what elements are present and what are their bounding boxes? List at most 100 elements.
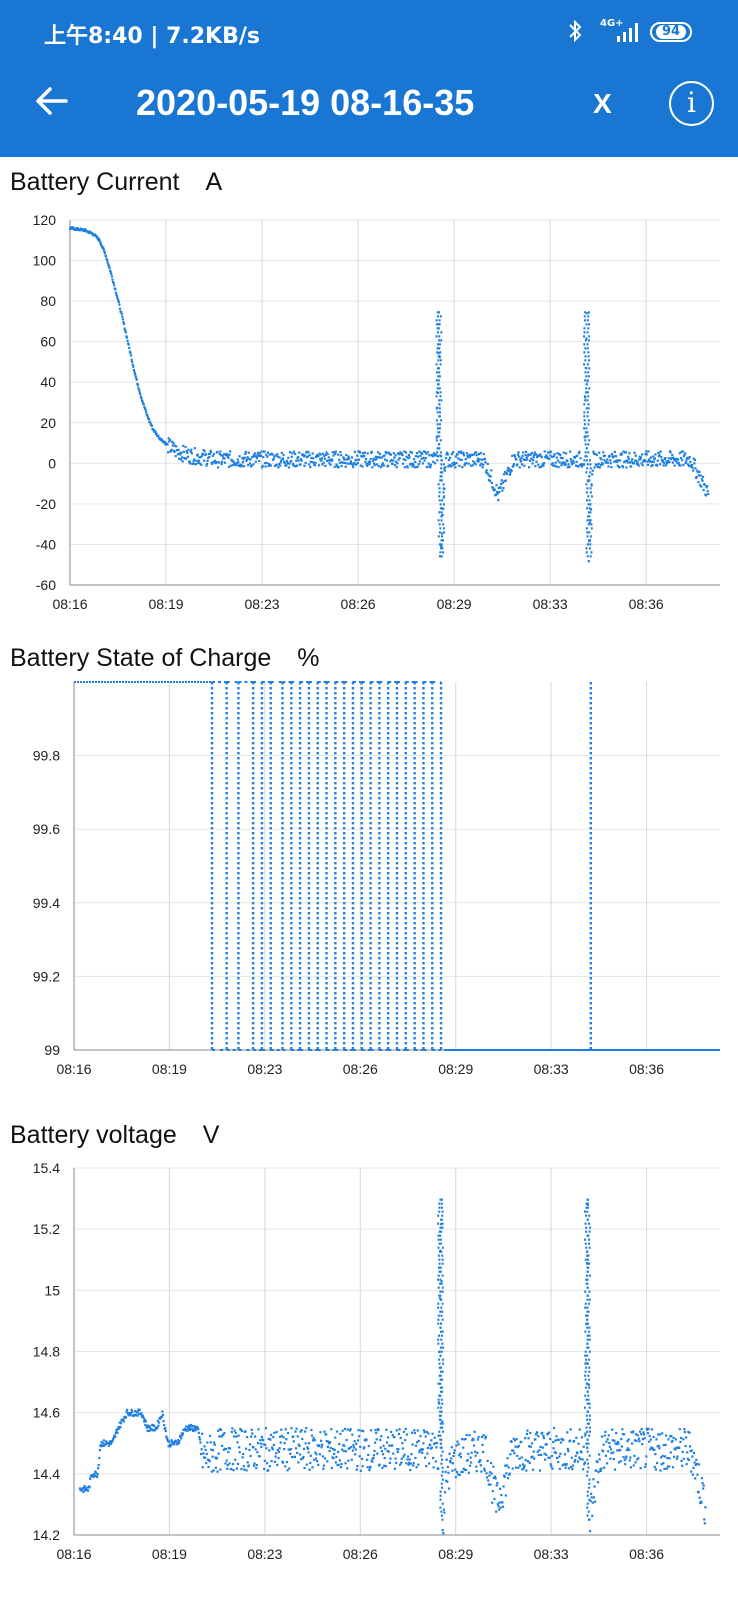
data-point xyxy=(306,1446,309,1449)
data-point xyxy=(456,1473,460,1476)
x-tick-label: 08:16 xyxy=(52,596,87,612)
y-tick-label: -60 xyxy=(36,577,56,593)
data-point xyxy=(441,1390,444,1393)
data-point xyxy=(586,1218,589,1221)
data-point xyxy=(269,937,272,940)
data-point xyxy=(431,1027,434,1030)
data-point xyxy=(395,967,399,970)
close-button[interactable]: X xyxy=(593,88,612,119)
data-point xyxy=(568,1439,572,1442)
data-point xyxy=(660,458,663,461)
data-point xyxy=(82,1490,85,1494)
data-point xyxy=(666,1456,669,1460)
back-arrow-icon[interactable] xyxy=(34,86,68,120)
data-point xyxy=(236,1441,239,1444)
data-point xyxy=(269,737,272,740)
data-point xyxy=(260,912,264,915)
data-point xyxy=(316,957,319,960)
data-point xyxy=(477,1435,480,1439)
data-point xyxy=(329,463,332,466)
data-point xyxy=(307,1037,311,1040)
data-point xyxy=(256,1442,260,1445)
data-point xyxy=(316,1017,319,1020)
x-tick-label: 08:26 xyxy=(343,1546,378,1562)
data-point xyxy=(290,455,293,458)
data-point xyxy=(408,456,411,459)
data-point xyxy=(298,867,302,870)
data-point xyxy=(672,458,676,461)
data-point xyxy=(440,1206,443,1209)
data-point xyxy=(205,1452,208,1456)
data-point xyxy=(585,471,588,474)
battery-icon: 94 xyxy=(650,22,692,42)
data-point xyxy=(210,932,214,935)
data-point xyxy=(585,1442,588,1445)
data-point xyxy=(237,862,240,865)
data-point xyxy=(325,802,328,805)
data-point xyxy=(342,456,345,459)
data-point xyxy=(505,1472,508,1475)
data-point xyxy=(693,458,697,462)
data-point xyxy=(305,451,308,454)
data-point xyxy=(667,1465,671,1468)
data-point xyxy=(422,992,425,995)
data-point xyxy=(431,1432,434,1435)
data-point xyxy=(351,777,355,780)
data-point xyxy=(437,1406,440,1409)
data-point xyxy=(210,1042,214,1045)
data-point xyxy=(91,1474,94,1477)
info-button[interactable]: i xyxy=(669,81,714,126)
data-point xyxy=(386,912,390,915)
data-point xyxy=(114,291,118,294)
data-point xyxy=(450,1446,453,1449)
data-point xyxy=(225,977,228,980)
data-point xyxy=(237,717,240,720)
data-point xyxy=(588,515,591,518)
data-point xyxy=(157,434,160,437)
data-point xyxy=(682,1438,685,1441)
data-point xyxy=(225,847,228,850)
data-point xyxy=(255,1467,258,1470)
data-point xyxy=(269,757,272,760)
data-point xyxy=(605,461,608,464)
data-point xyxy=(526,1460,530,1463)
data-point xyxy=(324,453,328,456)
data-point xyxy=(325,992,328,995)
data-point xyxy=(422,757,425,760)
data-point xyxy=(204,1448,207,1451)
data-point xyxy=(378,787,381,790)
data-point xyxy=(625,459,629,462)
data-point xyxy=(251,892,255,895)
data-point xyxy=(458,1454,461,1457)
data-point xyxy=(471,464,474,467)
data-point xyxy=(352,1443,355,1447)
data-point xyxy=(297,455,300,459)
data-point xyxy=(394,454,397,457)
data-point xyxy=(369,777,372,780)
data-point xyxy=(440,399,443,402)
y-tick-label: 99.8 xyxy=(33,748,60,764)
data-point xyxy=(86,1489,90,1492)
data-point xyxy=(251,1022,255,1025)
data-point xyxy=(303,464,306,467)
data-point xyxy=(516,453,520,456)
data-point xyxy=(431,787,434,790)
data-point xyxy=(442,1532,445,1535)
data-point xyxy=(360,1002,363,1005)
data-point xyxy=(342,832,346,835)
data-point xyxy=(258,452,261,455)
data-point xyxy=(351,464,354,467)
data-point xyxy=(187,1428,190,1431)
data-point xyxy=(174,1439,177,1442)
data-point xyxy=(219,1468,222,1471)
data-point xyxy=(225,752,228,755)
data-point xyxy=(572,461,575,464)
data-point xyxy=(307,752,311,755)
data-point xyxy=(351,877,355,880)
data-point xyxy=(452,1454,455,1458)
data-point xyxy=(502,486,505,490)
x-tick-label: 08:26 xyxy=(343,1061,378,1077)
data-point xyxy=(251,937,255,940)
data-point xyxy=(701,479,704,482)
data-point xyxy=(342,867,346,870)
